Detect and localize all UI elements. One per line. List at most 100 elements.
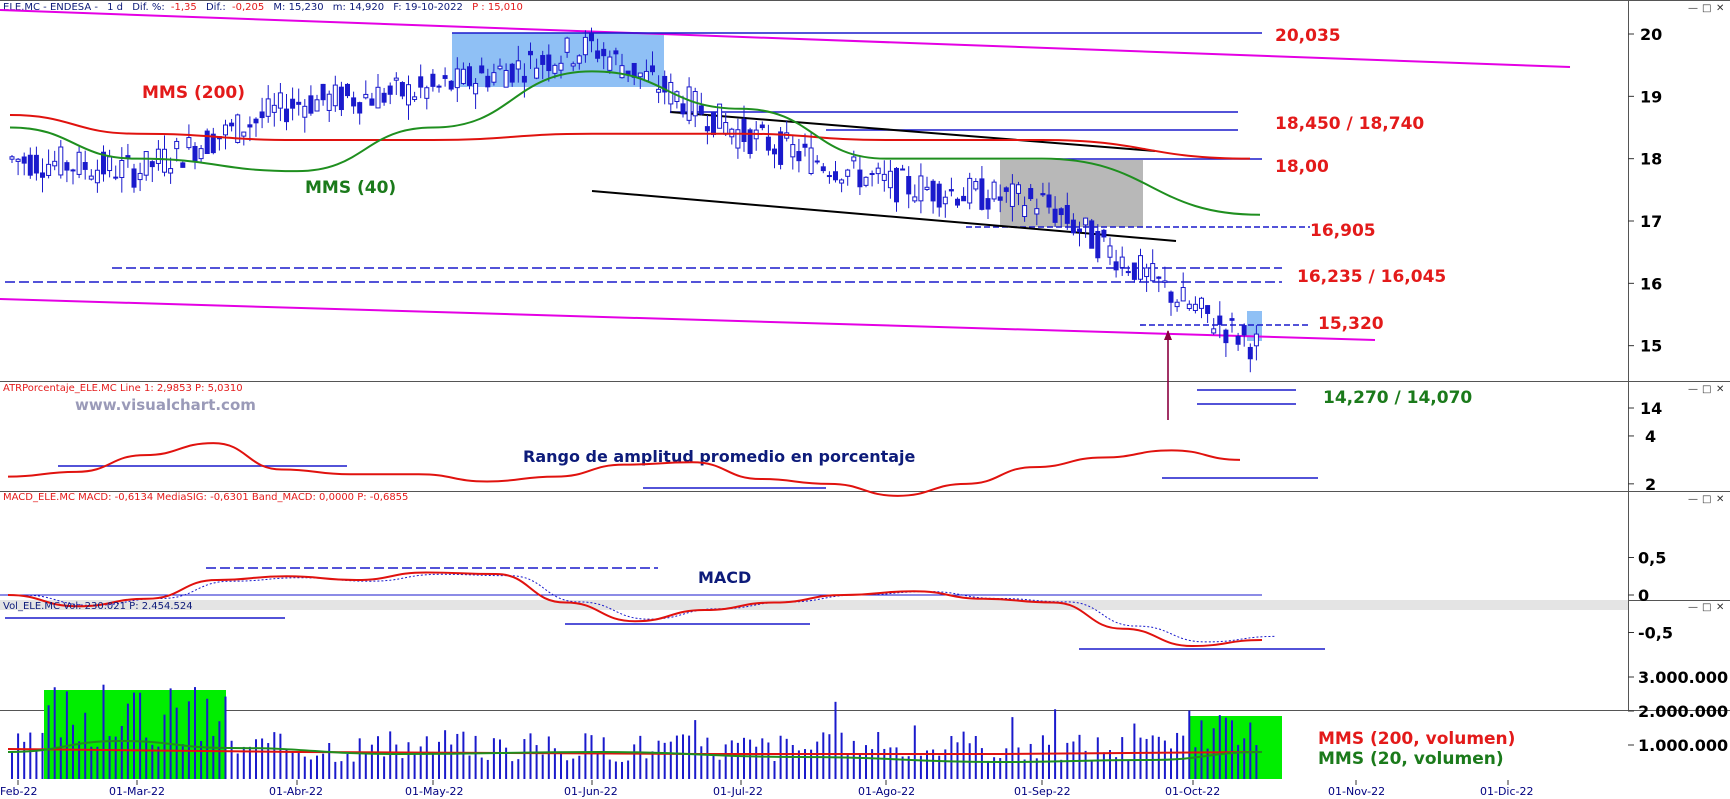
- volume-mms200-label: MMS (200, volumen): [1318, 729, 1515, 749]
- candle-body: [576, 55, 582, 64]
- candle: [778, 127, 784, 170]
- candle: [1186, 300, 1192, 311]
- volume-mms20-label: MMS (20, volumen): [1318, 749, 1504, 769]
- candle: [363, 80, 369, 100]
- candle: [479, 57, 485, 74]
- candle: [290, 87, 296, 121]
- candle-body: [521, 75, 527, 83]
- candle: [216, 136, 222, 151]
- level-label-18450: 18,450 / 18,740: [1275, 114, 1424, 134]
- candle: [473, 78, 479, 110]
- candle-body: [467, 66, 472, 86]
- highlight-box-range: [1000, 160, 1143, 227]
- candle: [753, 121, 759, 151]
- candle-body: [338, 86, 344, 111]
- price-panel-window-controls[interactable]: — □ ✕: [1688, 3, 1724, 14]
- restore-icon[interactable]: □: [1702, 602, 1711, 613]
- candle: [52, 150, 58, 171]
- candle-body: [1156, 276, 1162, 279]
- candle-body: [912, 196, 918, 202]
- candle-body: [1241, 325, 1247, 336]
- level-label-18: 18,00: [1275, 157, 1329, 177]
- candle: [692, 87, 698, 128]
- close-icon[interactable]: ✕: [1716, 384, 1724, 395]
- candle-body: [46, 163, 52, 176]
- candle: [1156, 276, 1162, 293]
- candle: [1229, 312, 1235, 333]
- candle: [942, 190, 948, 218]
- close-icon[interactable]: ✕: [1716, 494, 1724, 505]
- restore-icon[interactable]: □: [1702, 494, 1711, 505]
- volume-panel-window-controls[interactable]: — □ ✕: [1688, 602, 1724, 613]
- candle: [168, 157, 174, 184]
- candle: [442, 67, 448, 87]
- candle-body: [875, 167, 881, 175]
- y-tick-label: 0: [1638, 586, 1649, 605]
- atr-panel-window-controls[interactable]: — □ ✕: [1688, 384, 1724, 395]
- candle: [1077, 221, 1082, 247]
- candle-body: [528, 50, 533, 56]
- candle: [607, 50, 613, 74]
- candle-body: [33, 154, 39, 174]
- highlight-box-recent: [1247, 311, 1262, 341]
- candle-body: [101, 151, 106, 175]
- candle-body: [387, 85, 393, 95]
- candle: [284, 93, 289, 131]
- candle-body: [247, 124, 253, 128]
- candle: [1192, 296, 1198, 314]
- candle-body: [936, 183, 942, 208]
- candle-body: [656, 88, 662, 93]
- candle-body: [790, 144, 796, 158]
- candle-body: [375, 86, 381, 109]
- header-date: F: 19-10-2022: [393, 2, 463, 13]
- candle-body: [1064, 204, 1070, 224]
- candle: [894, 166, 899, 212]
- candle: [265, 85, 271, 123]
- candle: [613, 47, 619, 66]
- candle: [534, 58, 540, 80]
- close-icon[interactable]: ✕: [1716, 602, 1724, 613]
- candle-body: [918, 175, 924, 202]
- candle: [314, 94, 320, 112]
- candle-body: [192, 145, 198, 163]
- candle-body: [1119, 256, 1125, 268]
- candle: [113, 165, 119, 181]
- candle-body: [94, 169, 100, 184]
- close-icon[interactable]: ✕: [1716, 3, 1724, 14]
- candle: [21, 152, 27, 176]
- minimize-icon[interactable]: —: [1688, 384, 1698, 395]
- candle: [497, 58, 503, 71]
- candle-body: [223, 124, 228, 136]
- macd-line: [7, 571, 1263, 648]
- candle: [595, 38, 601, 63]
- minimize-icon[interactable]: —: [1688, 494, 1698, 505]
- minimize-icon[interactable]: —: [1688, 3, 1698, 14]
- mms40-line: [9, 70, 1261, 216]
- candle-body: [155, 148, 161, 164]
- macd-level-lines: [0, 567, 1325, 650]
- restore-icon[interactable]: □: [1702, 3, 1711, 14]
- candle: [863, 176, 869, 188]
- candle: [302, 99, 308, 133]
- y-tick-label: 18: [1640, 150, 1662, 169]
- restore-icon[interactable]: □: [1702, 384, 1711, 395]
- candle: [338, 81, 344, 117]
- x-tick-label: 01-Ago-22: [858, 785, 915, 798]
- candle-body: [955, 198, 960, 206]
- y-tick-label: 0,5: [1638, 549, 1666, 568]
- y-tick-label: 15: [1640, 337, 1662, 356]
- candle: [582, 30, 588, 63]
- macd-panel-window-controls[interactable]: — □ ✕: [1688, 494, 1724, 505]
- candle-body: [1235, 335, 1241, 345]
- candle-body: [558, 62, 564, 71]
- candle-body: [973, 181, 979, 190]
- candle-body: [552, 64, 558, 74]
- candle: [924, 176, 930, 191]
- candle-body: [1003, 187, 1009, 192]
- candle-body: [52, 160, 58, 167]
- candle-body: [857, 169, 863, 188]
- candle: [515, 45, 521, 83]
- minimize-icon[interactable]: —: [1688, 602, 1698, 613]
- x-tick-label: 01-Sep-22: [1014, 785, 1071, 798]
- candle: [180, 161, 186, 168]
